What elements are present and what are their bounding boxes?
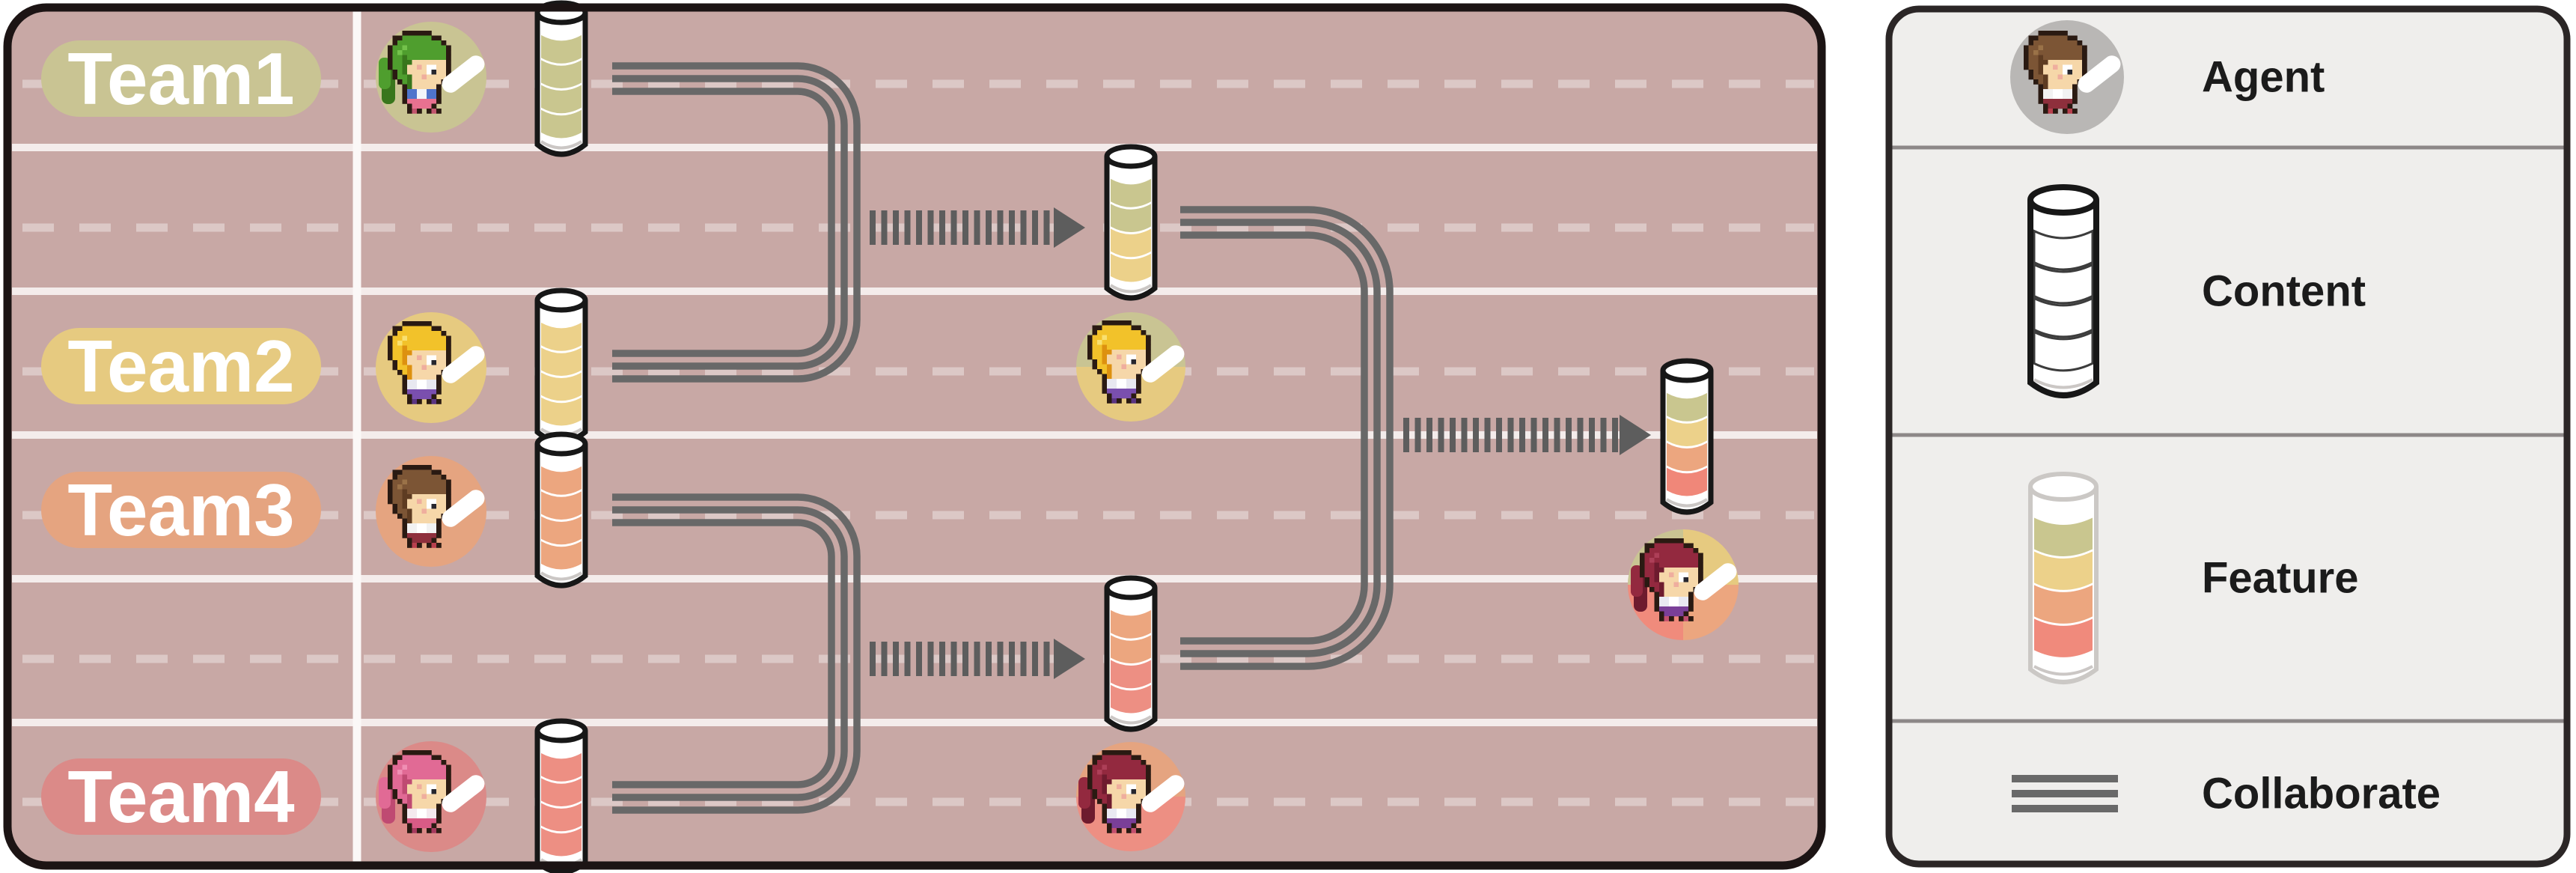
legend-collaborate-icon (2012, 775, 2118, 812)
lane-dashed-guides (22, 79, 1814, 806)
rail (612, 75, 848, 370)
maroon-pixel-character (1078, 750, 1151, 833)
pencil-slash-icon (1141, 345, 1185, 383)
collab-rails-team3-team4 (612, 493, 861, 814)
team1-agent (376, 22, 486, 133)
collab-rails-merged (1180, 206, 1394, 670)
legend-agent-label: Agent (2202, 53, 2325, 102)
rail (612, 506, 848, 801)
merged34-content-cylinder (1104, 575, 1158, 732)
team4-pill: Team4 (41, 755, 321, 838)
pencil-slash-icon (1141, 775, 1185, 812)
team2-label: Team2 (67, 325, 294, 407)
pencil-slash-icon (442, 55, 485, 93)
legend-feature-icon (2028, 472, 2099, 684)
pencil-slash-icon (1694, 563, 1737, 600)
legend-agent-icon (2010, 20, 2124, 134)
rail (1180, 219, 1381, 657)
rail (612, 493, 861, 814)
rail (1180, 231, 1368, 645)
main-panel-border (3, 3, 1826, 870)
legend-collaborate-label: Collaborate (2202, 770, 2441, 818)
team3-agent (376, 456, 486, 567)
team2-pill-bg (41, 328, 321, 404)
lane-dividers (12, 144, 1817, 726)
team2-content-cylinder (534, 288, 588, 445)
team4-label: Team4 (67, 755, 294, 838)
team2-pill: Team2 (41, 325, 321, 407)
team1-pill-bg (41, 40, 321, 117)
blonde-pixel-character (1087, 320, 1151, 404)
team2-agent (376, 312, 486, 423)
pencil-slash-icon (442, 490, 485, 527)
main-panel: Team1 Team2 Team3 Team4 (3, 0, 1826, 873)
transfer-arrow-lane5 (870, 639, 1085, 679)
legend-dividers (1890, 145, 2566, 723)
team-pills: Team1 Team2 Team3 Team4 (41, 37, 321, 838)
team3-pill: Team3 (41, 469, 321, 551)
pencil-slash-icon (2078, 55, 2121, 93)
team1-label: Team1 (67, 37, 294, 120)
merged34-agent (1076, 742, 1185, 851)
team4-pill-bg (41, 758, 321, 835)
rail (1180, 206, 1394, 670)
team4-content-cylinder (534, 718, 588, 873)
legend-border (1885, 5, 2571, 868)
pencil-slash-icon (442, 346, 485, 383)
merged12-content-cylinder (1104, 144, 1158, 301)
transfer-arrow-lane2 (870, 207, 1085, 248)
legend-panel: Agent Content Feature Collaborate (1885, 5, 2571, 868)
legend-content-label: Content (2202, 267, 2366, 316)
merged12-agent (1076, 312, 1185, 422)
collab-rails-team1-team2 (612, 62, 861, 383)
rail (612, 88, 835, 357)
team3-pill-bg (41, 472, 321, 548)
team4-agent (376, 741, 486, 852)
team1-pill: Team1 (41, 37, 321, 120)
pink-pixel-character (379, 750, 451, 833)
maroon-pixel-character (1631, 538, 1703, 621)
team3-label: Team3 (67, 469, 294, 551)
pencil-slash-icon (442, 775, 485, 812)
rail (612, 519, 835, 788)
legend-content-icon (2027, 184, 2099, 398)
final-agent (1628, 529, 1739, 640)
team1-content-cylinder (534, 0, 588, 157)
transfer-arrow-final (1403, 415, 1651, 455)
team3-content-cylinder (534, 431, 588, 588)
rail (612, 62, 861, 383)
final-feature-cylinder (1660, 358, 1714, 515)
green-pixel-character (379, 31, 451, 114)
legend-feature-label: Feature (2202, 554, 2359, 603)
blonde-pixel-character (388, 321, 451, 404)
